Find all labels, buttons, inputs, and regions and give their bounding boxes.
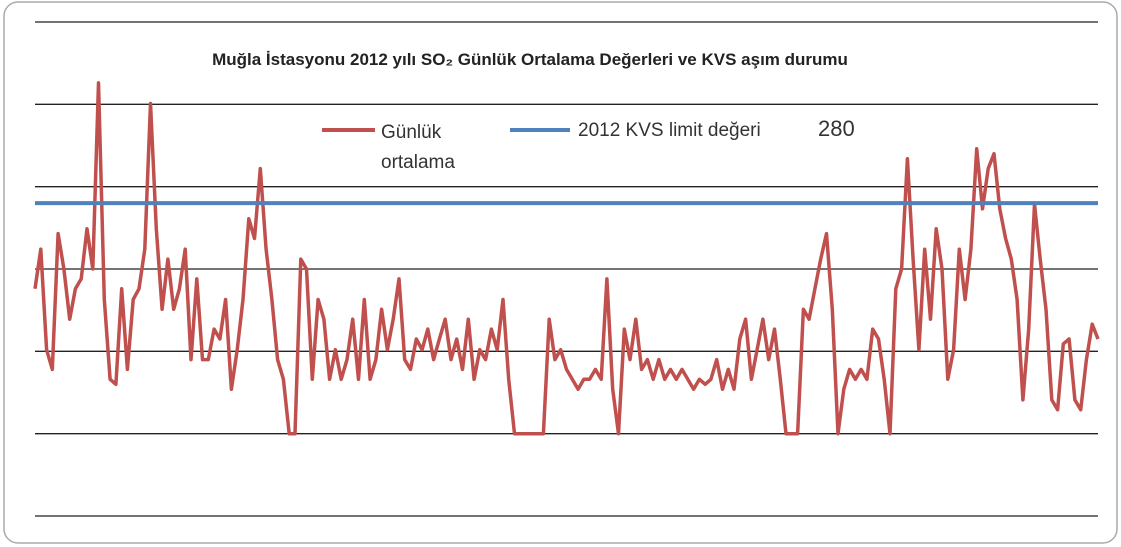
plot (33, 21, 1100, 517)
series-line (33, 81, 1100, 436)
limit-label: 280 (818, 116, 855, 141)
frame (3, 1, 1118, 544)
legend-label: Günlük ortalama (381, 122, 455, 173)
chart-title: Muğla İstasyonu 2012 yılı SO₂ Günlük Ort… (212, 50, 848, 69)
legend-label: 2012 KVS limit değeri (578, 120, 761, 141)
